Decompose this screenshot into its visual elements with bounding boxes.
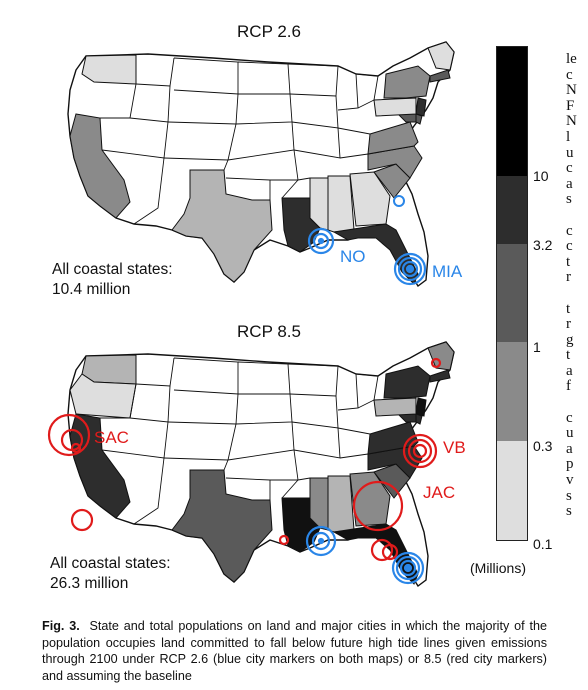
right-column-fragment: v — [566, 472, 574, 489]
summary-value: 10.4 million — [52, 281, 131, 298]
right-column-fragment — [566, 286, 588, 302]
right-column-fragment: r — [566, 269, 571, 286]
caption-label: Fig. 3. — [42, 619, 80, 633]
state-delaware — [415, 413, 423, 425]
summary-rcp85: All coastal states: 26.3 million — [50, 554, 171, 594]
state-pennsylvania — [373, 397, 417, 417]
state-mississippi — [309, 477, 329, 531]
city-marker-charleston — [393, 195, 405, 207]
right-column-fragment: t — [566, 300, 571, 317]
city-marker-la — [70, 508, 94, 532]
right-column-fragment: t — [566, 253, 571, 270]
state-maine — [427, 41, 455, 71]
colorbar-segment — [497, 342, 527, 441]
city-marker-jac — [278, 357, 442, 562]
right-column-fragment: c — [566, 66, 573, 83]
state-georgia — [349, 471, 391, 527]
map-rcp85: RCP 8.5 — [38, 318, 500, 608]
colorbar-tick-label: 1 — [533, 339, 541, 355]
state-new-jersey — [415, 97, 427, 117]
city-label-jac: JAC — [423, 483, 456, 502]
summary-value: 26.3 million — [50, 575, 129, 592]
right-column-fragment: t — [566, 347, 571, 364]
summary-rcp26: All coastal states: 10.4 million — [52, 260, 173, 300]
right-column-fragment: c — [566, 222, 573, 239]
state-pennsylvania — [373, 97, 417, 117]
city-marker-no — [307, 227, 335, 255]
right-column-fragment: N — [566, 113, 577, 130]
city-label-mia: MIA — [432, 262, 463, 281]
colorbar-segment — [497, 47, 527, 176]
state-georgia — [349, 171, 391, 227]
map-title: RCP 2.6 — [237, 22, 301, 41]
right-column-fragment: f — [566, 378, 571, 395]
summary-label: All coastal states: — [52, 261, 173, 278]
right-column-fragment: F — [566, 97, 575, 114]
state-texas — [171, 169, 273, 283]
right-column-fragment: c — [566, 409, 573, 426]
right-column-fragment: s — [566, 191, 572, 208]
right-column-fragment: a — [566, 440, 573, 457]
state-alabama — [327, 475, 355, 533]
right-column-fragment: a — [566, 362, 573, 379]
figure-caption: Fig. 3. State and total populations on l… — [42, 618, 547, 684]
us-map-rcp26 — [67, 41, 455, 288]
colorbar-segment — [497, 244, 527, 342]
state-new-york — [383, 365, 431, 399]
right-column-fragment: g — [566, 331, 574, 348]
right-column-fragment: u — [566, 144, 574, 161]
colorbar-tick-label: 0.1 — [533, 536, 553, 552]
state-alabama — [327, 175, 355, 233]
city-marker-vb — [402, 433, 438, 469]
state-california — [69, 113, 131, 219]
city-marker-mia — [393, 252, 427, 286]
city-label-vb: VB — [443, 438, 466, 457]
map-title: RCP 8.5 — [237, 322, 301, 341]
map-rcp26: RCP 2.6 — [38, 18, 500, 308]
state-washington — [81, 54, 137, 85]
right-column-fragment: r — [566, 316, 571, 333]
state-massachusetts — [429, 369, 451, 383]
state-new-york — [383, 65, 431, 99]
city-marker-mia — [391, 551, 425, 585]
colorbar-unit: (Millions) — [470, 560, 526, 576]
city-marker-no — [305, 525, 337, 557]
state-massachusetts — [429, 69, 451, 83]
state-new-jersey — [415, 397, 427, 417]
colorbar-tick-label: 10 — [533, 168, 549, 184]
state-texas — [171, 469, 273, 583]
right-column-fragment — [566, 395, 588, 411]
state-maine — [427, 341, 455, 371]
right-column-fragment: l — [566, 128, 571, 145]
caption-text: State and total populations on land and … — [42, 619, 547, 683]
us-map-rcp85 — [47, 341, 455, 588]
right-column-fragment: s — [566, 503, 572, 520]
state-virginia — [367, 121, 419, 155]
right-column-fragment: a — [566, 175, 573, 192]
right-column-fragment: c — [566, 238, 573, 255]
summary-label: All coastal states: — [50, 555, 171, 572]
right-column-fragment — [566, 208, 588, 224]
colorbar-segment — [497, 176, 527, 244]
colorbar-segment — [497, 441, 527, 540]
state-delaware — [415, 113, 423, 125]
city-label-no: NO — [340, 247, 366, 266]
colorbar — [496, 46, 528, 541]
colorbar-tick-label: 0.3 — [533, 438, 553, 454]
state-florida — [332, 223, 419, 285]
right-column-fragment: le — [566, 52, 577, 67]
colorbar-tick-label: 3.2 — [533, 237, 553, 253]
city-label-sac: SAC — [94, 428, 129, 447]
right-column-fragment: u — [566, 425, 574, 442]
city-marker-sac — [47, 413, 91, 457]
right-column-fragment: N — [566, 82, 577, 99]
right-column-fragment: s — [566, 487, 572, 504]
right-column-fragment: c — [566, 160, 573, 177]
right-column-fragment: p — [566, 456, 574, 473]
